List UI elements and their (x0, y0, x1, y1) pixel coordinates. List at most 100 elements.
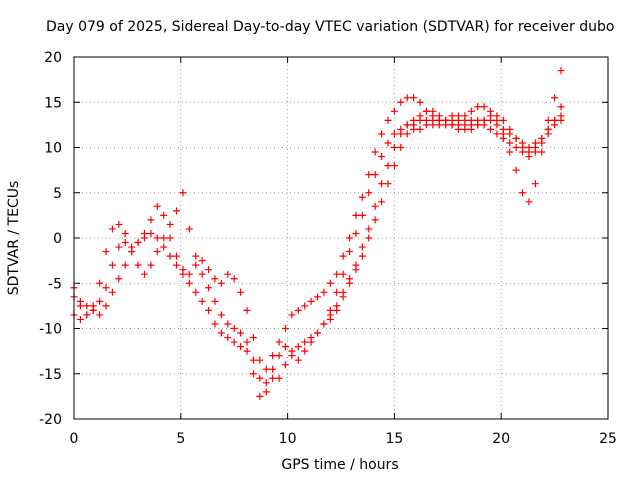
data-point (378, 198, 386, 206)
data-point (224, 270, 232, 278)
data-point (352, 266, 360, 274)
data-point (230, 338, 238, 346)
data-point (480, 116, 488, 124)
data-point (531, 144, 539, 151)
data-point (256, 374, 264, 382)
data-point (217, 279, 225, 287)
data-point (108, 225, 116, 233)
data-point (557, 116, 565, 124)
data-point (185, 279, 193, 287)
data-point (281, 343, 289, 351)
data-point (275, 352, 283, 360)
data-point (557, 67, 565, 75)
data-point (442, 116, 450, 124)
data-point (224, 334, 232, 342)
data-point (403, 130, 411, 138)
data-point (384, 162, 392, 170)
data-point (467, 107, 475, 115)
data-point (390, 107, 398, 115)
data-point (416, 125, 424, 133)
data-point (339, 293, 347, 301)
data-point (294, 356, 302, 364)
data-point (506, 139, 514, 147)
data-point (249, 356, 257, 364)
data-point (333, 306, 341, 314)
data-point (448, 121, 456, 129)
data-point (288, 352, 296, 360)
data-point (147, 261, 155, 269)
data-point (121, 239, 129, 247)
data-point (422, 116, 430, 124)
data-point (243, 338, 251, 346)
data-point (76, 315, 84, 323)
data-point (525, 198, 533, 206)
data-point (378, 130, 386, 138)
data-point (506, 148, 514, 156)
x-tick-label: 5 (176, 431, 185, 447)
data-point (538, 148, 546, 156)
data-point (499, 134, 507, 142)
data-point (544, 116, 552, 124)
data-point (307, 338, 315, 346)
data-point (519, 144, 527, 151)
data-point (339, 252, 347, 260)
data-point (531, 180, 539, 188)
data-point (487, 112, 495, 120)
data-point (493, 112, 501, 120)
data-point (179, 189, 187, 197)
data-point (147, 229, 155, 237)
data-point (211, 297, 219, 305)
data-point (416, 98, 424, 106)
data-point (378, 180, 386, 188)
data-point (551, 116, 559, 124)
data-point (262, 365, 270, 373)
data-point (185, 270, 193, 278)
data-point (384, 116, 392, 124)
data-point (326, 315, 334, 323)
data-point (416, 116, 424, 124)
data-point (301, 347, 309, 355)
data-point (269, 352, 277, 360)
data-point (115, 243, 123, 251)
data-point (192, 261, 200, 269)
data-point (249, 370, 257, 378)
data-point (365, 225, 373, 233)
data-point (397, 98, 405, 106)
data-point (301, 302, 309, 310)
data-point (140, 234, 148, 242)
data-point (410, 94, 418, 102)
data-point (166, 252, 174, 260)
data-point (358, 193, 366, 201)
data-point (96, 311, 104, 319)
data-point (211, 320, 219, 328)
data-point (173, 207, 181, 215)
data-point (230, 275, 238, 283)
data-point (480, 103, 488, 111)
data-point (205, 284, 213, 292)
data-point (275, 374, 283, 382)
data-point (205, 306, 213, 314)
data-point (269, 365, 277, 373)
x-tick-label: 0 (70, 431, 79, 447)
data-point (115, 220, 123, 228)
data-point (365, 189, 373, 197)
data-point (454, 112, 462, 120)
data-point (173, 261, 181, 269)
data-point (237, 343, 245, 351)
data-point (435, 121, 443, 129)
data-point (115, 275, 123, 283)
data-point (166, 234, 174, 242)
data-point (301, 338, 309, 346)
data-point (371, 148, 379, 156)
data-point (294, 306, 302, 314)
data-point (506, 125, 514, 133)
data-point (390, 162, 398, 170)
data-point (358, 243, 366, 251)
data-point (346, 248, 354, 256)
data-point (224, 320, 232, 328)
data-points (70, 67, 565, 400)
x-tick-label: 25 (599, 431, 617, 447)
data-point (454, 125, 462, 133)
data-point (153, 248, 161, 256)
data-point (474, 103, 482, 111)
